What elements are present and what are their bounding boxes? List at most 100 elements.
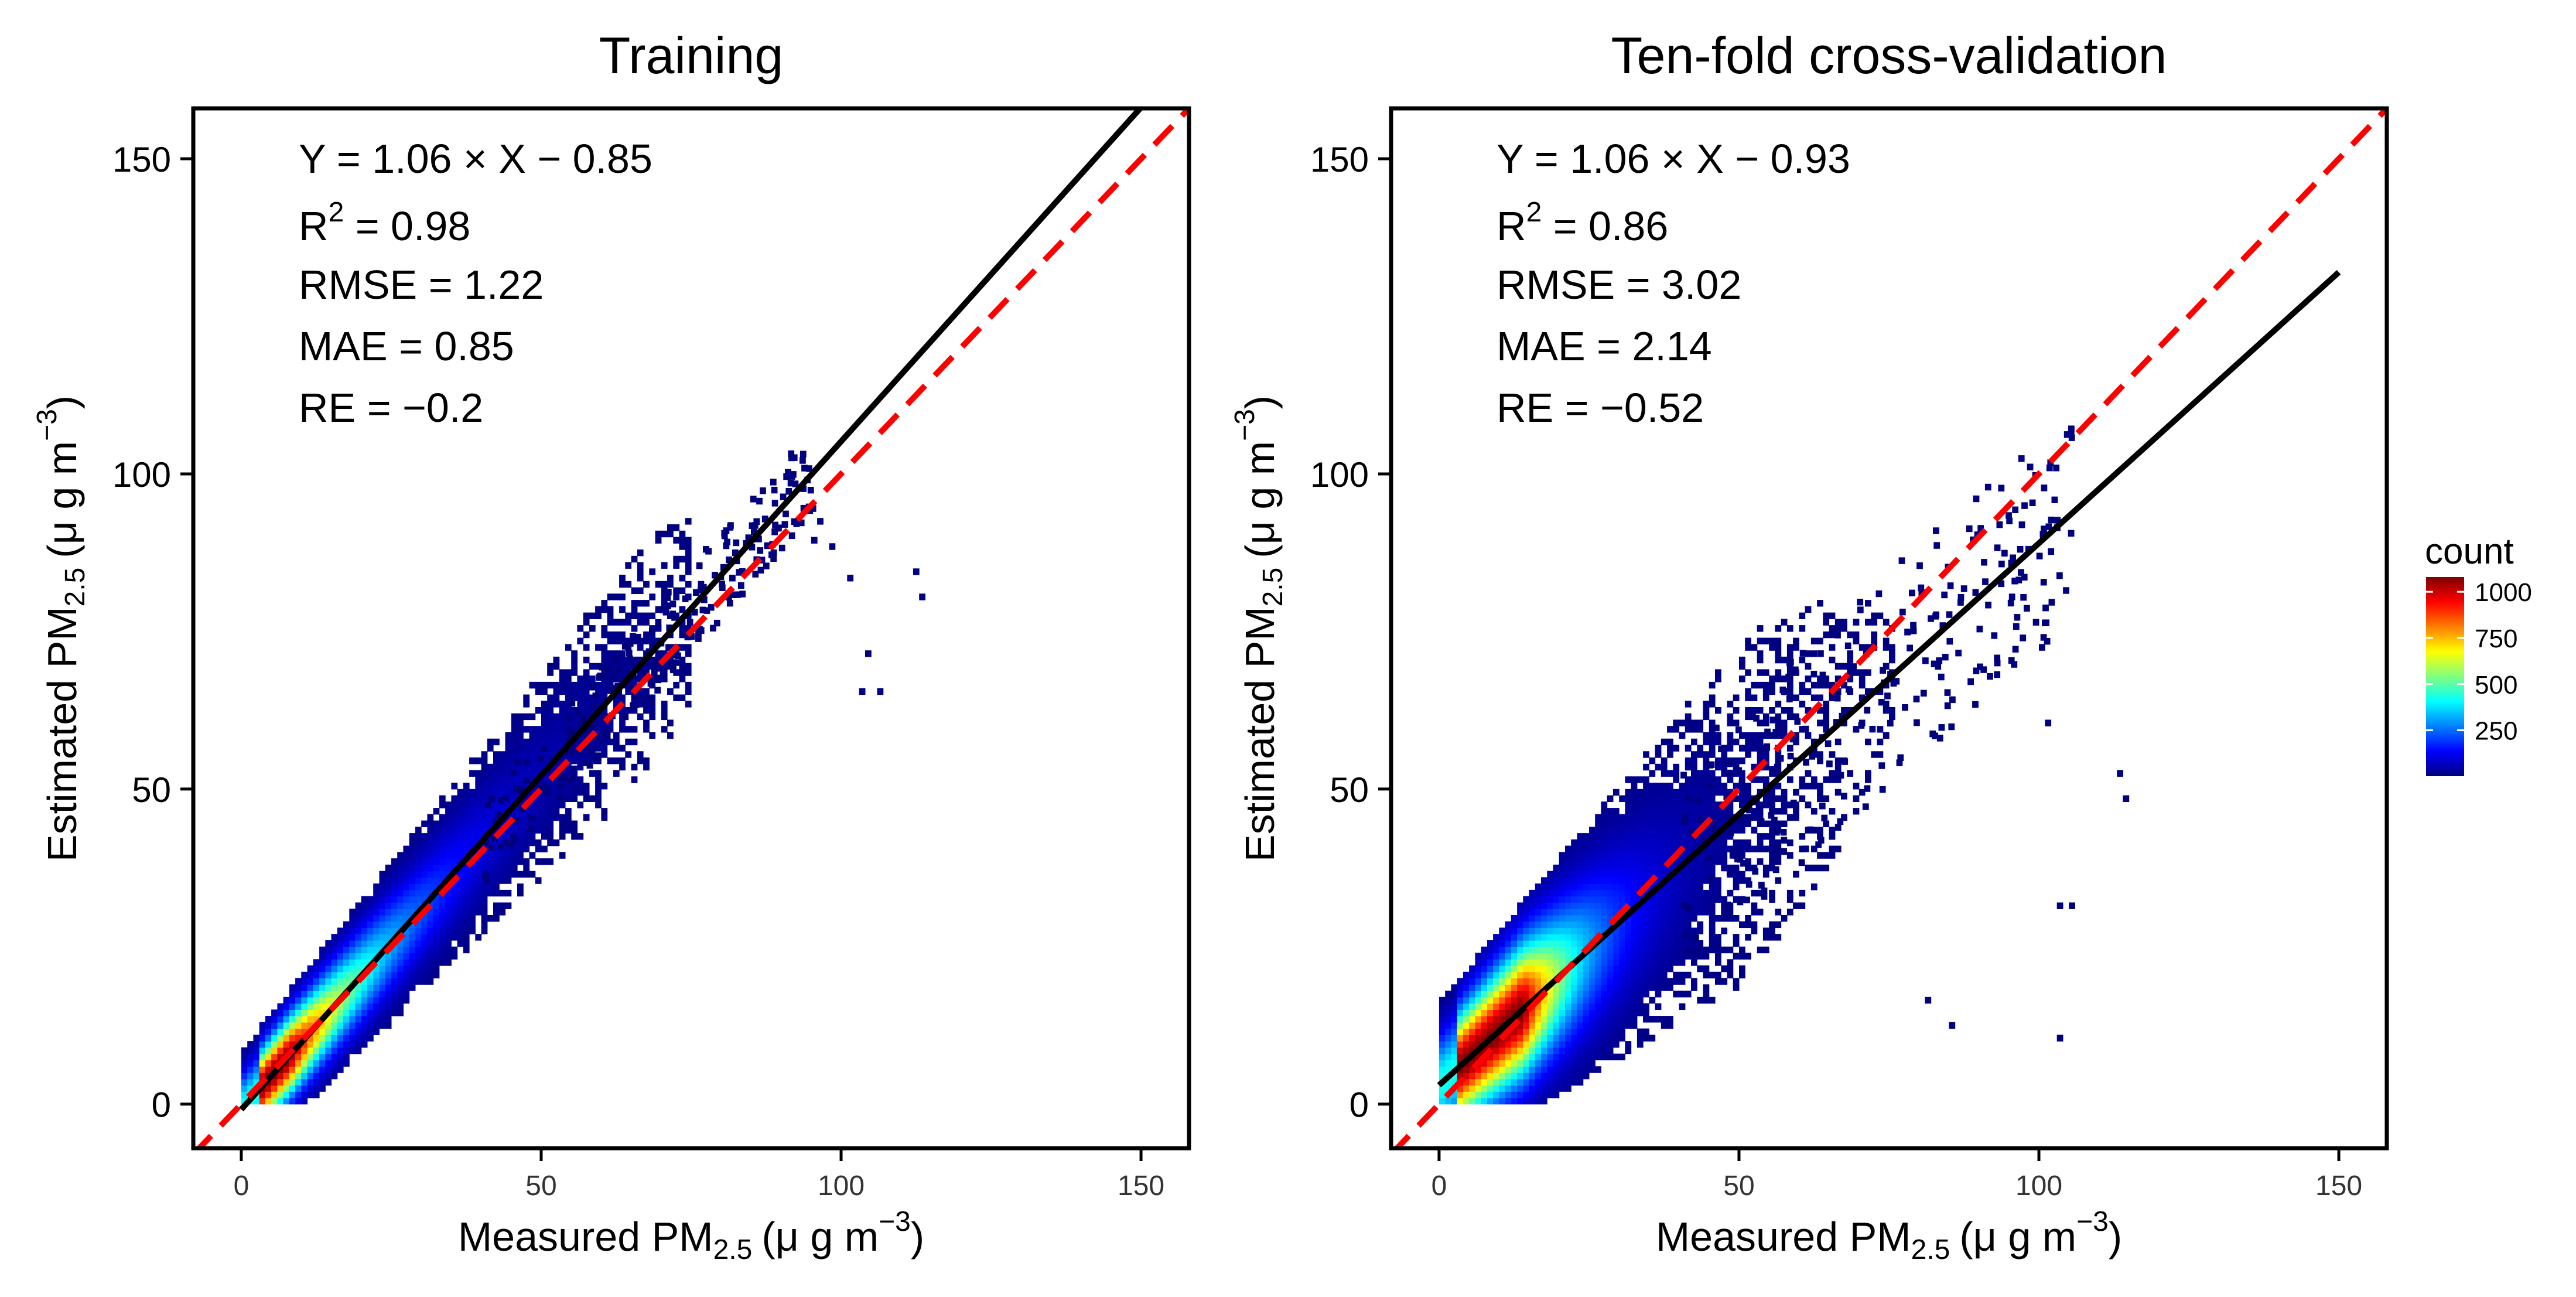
heat-cell — [451, 795, 458, 802]
heat-cell — [1475, 959, 1482, 966]
heat-cell — [1523, 1035, 1530, 1042]
heat-cell — [577, 694, 584, 701]
heat-cell — [1799, 902, 1806, 909]
heat-cell — [1619, 959, 1625, 966]
heat-cell — [505, 732, 512, 739]
heat-cell — [379, 971, 386, 979]
heat-cell — [1541, 1078, 1547, 1086]
heat-cell — [499, 858, 506, 865]
heat-cell — [1547, 927, 1554, 934]
r-squared-sup: 2 — [329, 197, 344, 228]
heat-cell — [529, 681, 536, 689]
heat-cell — [325, 940, 332, 947]
heat-cell — [1535, 1085, 1542, 1092]
heat-cell — [1667, 801, 1673, 808]
heat-cell — [1769, 889, 1775, 897]
heat-cell — [1913, 695, 1920, 702]
heat-cell — [1559, 915, 1566, 922]
heat-cell — [1469, 1022, 1475, 1029]
heat-cell — [1745, 732, 1751, 739]
heat-cell — [1789, 735, 1796, 743]
heat-cell — [1810, 845, 1817, 852]
heat-cell — [619, 694, 626, 701]
heat-cell — [565, 669, 572, 676]
heat-cell — [1499, 996, 1506, 1004]
heat-cell — [1809, 753, 1816, 760]
heat-cell — [1517, 915, 1523, 922]
heat-cell — [1685, 839, 1692, 847]
heat-cell — [484, 801, 491, 808]
heat-cell — [541, 808, 548, 815]
heat-cell — [313, 959, 320, 966]
heat-cell — [1565, 889, 1571, 897]
heat-cell — [1889, 650, 1895, 657]
heat-cell — [1493, 959, 1499, 966]
heat-cell — [661, 593, 668, 600]
heat-cell — [1769, 732, 1775, 739]
heat-cell — [1771, 817, 1778, 824]
heat-cell — [589, 694, 596, 701]
heat-cell — [710, 624, 716, 632]
heat-cell — [463, 839, 470, 847]
heat-cell — [1745, 820, 1751, 827]
heat-cell — [1511, 1035, 1518, 1042]
heat-cell — [1619, 833, 1625, 840]
heat-cell — [451, 896, 458, 903]
heat-cell — [1565, 940, 1571, 947]
heat-cell — [1691, 845, 1697, 852]
heat-cell — [1679, 783, 1686, 790]
regression-line — [239, 108, 1143, 1112]
heat-cell — [1972, 701, 1979, 708]
heat-cell — [1553, 877, 1560, 884]
heat-cell — [1475, 965, 1482, 972]
heat-cell — [463, 940, 470, 947]
heat-cell — [1583, 883, 1590, 890]
heat-cell — [1703, 757, 1710, 764]
heat-cell — [385, 991, 392, 998]
heat-cell — [433, 940, 440, 947]
heat-cell — [736, 569, 743, 576]
heat-cell — [1559, 909, 1566, 916]
outlier-point — [877, 688, 884, 695]
heat-cell — [1769, 707, 1775, 714]
heat-cell — [660, 670, 667, 677]
heat-cell — [277, 1022, 284, 1029]
heat-cell — [1565, 991, 1571, 998]
heat-cell — [595, 795, 602, 802]
heat-cell — [1637, 996, 1644, 1004]
heat-cell — [685, 650, 692, 657]
heat-cell — [595, 738, 602, 746]
heat-cell — [463, 921, 470, 929]
heat-cell — [1643, 814, 1649, 821]
heat-cell — [2068, 434, 2075, 441]
heat-cell — [409, 889, 416, 897]
heat-cell — [1469, 1085, 1475, 1092]
heat-cell — [1649, 978, 1656, 985]
heat-cell — [1841, 619, 1847, 626]
heat-cell — [2012, 646, 2019, 653]
heat-cell — [595, 701, 602, 708]
heat-cell — [1541, 996, 1547, 1004]
heat-cell — [1878, 762, 1885, 769]
heat-cell — [337, 927, 344, 934]
heat-cell — [708, 604, 715, 611]
heat-cell — [1691, 770, 1697, 777]
heat-cell — [517, 839, 524, 847]
heat-cell — [517, 776, 524, 783]
heat-cell — [331, 1060, 338, 1067]
heat-cell — [1841, 663, 1847, 670]
heat-cell — [439, 940, 446, 947]
heat-cell — [295, 1097, 302, 1105]
heat-cell — [643, 726, 650, 733]
heat-cell — [331, 1016, 338, 1023]
heat-cell — [1643, 971, 1649, 979]
heat-cell — [1799, 833, 1806, 840]
heat-cell — [571, 757, 578, 764]
heat-cell — [385, 883, 392, 890]
heat-cell — [331, 1047, 338, 1054]
heat-cell — [1559, 991, 1566, 998]
heat-cell — [493, 789, 500, 796]
heat-cell — [1523, 1028, 1530, 1035]
heat-cell — [1721, 858, 1728, 865]
heat-cell — [1703, 864, 1710, 872]
